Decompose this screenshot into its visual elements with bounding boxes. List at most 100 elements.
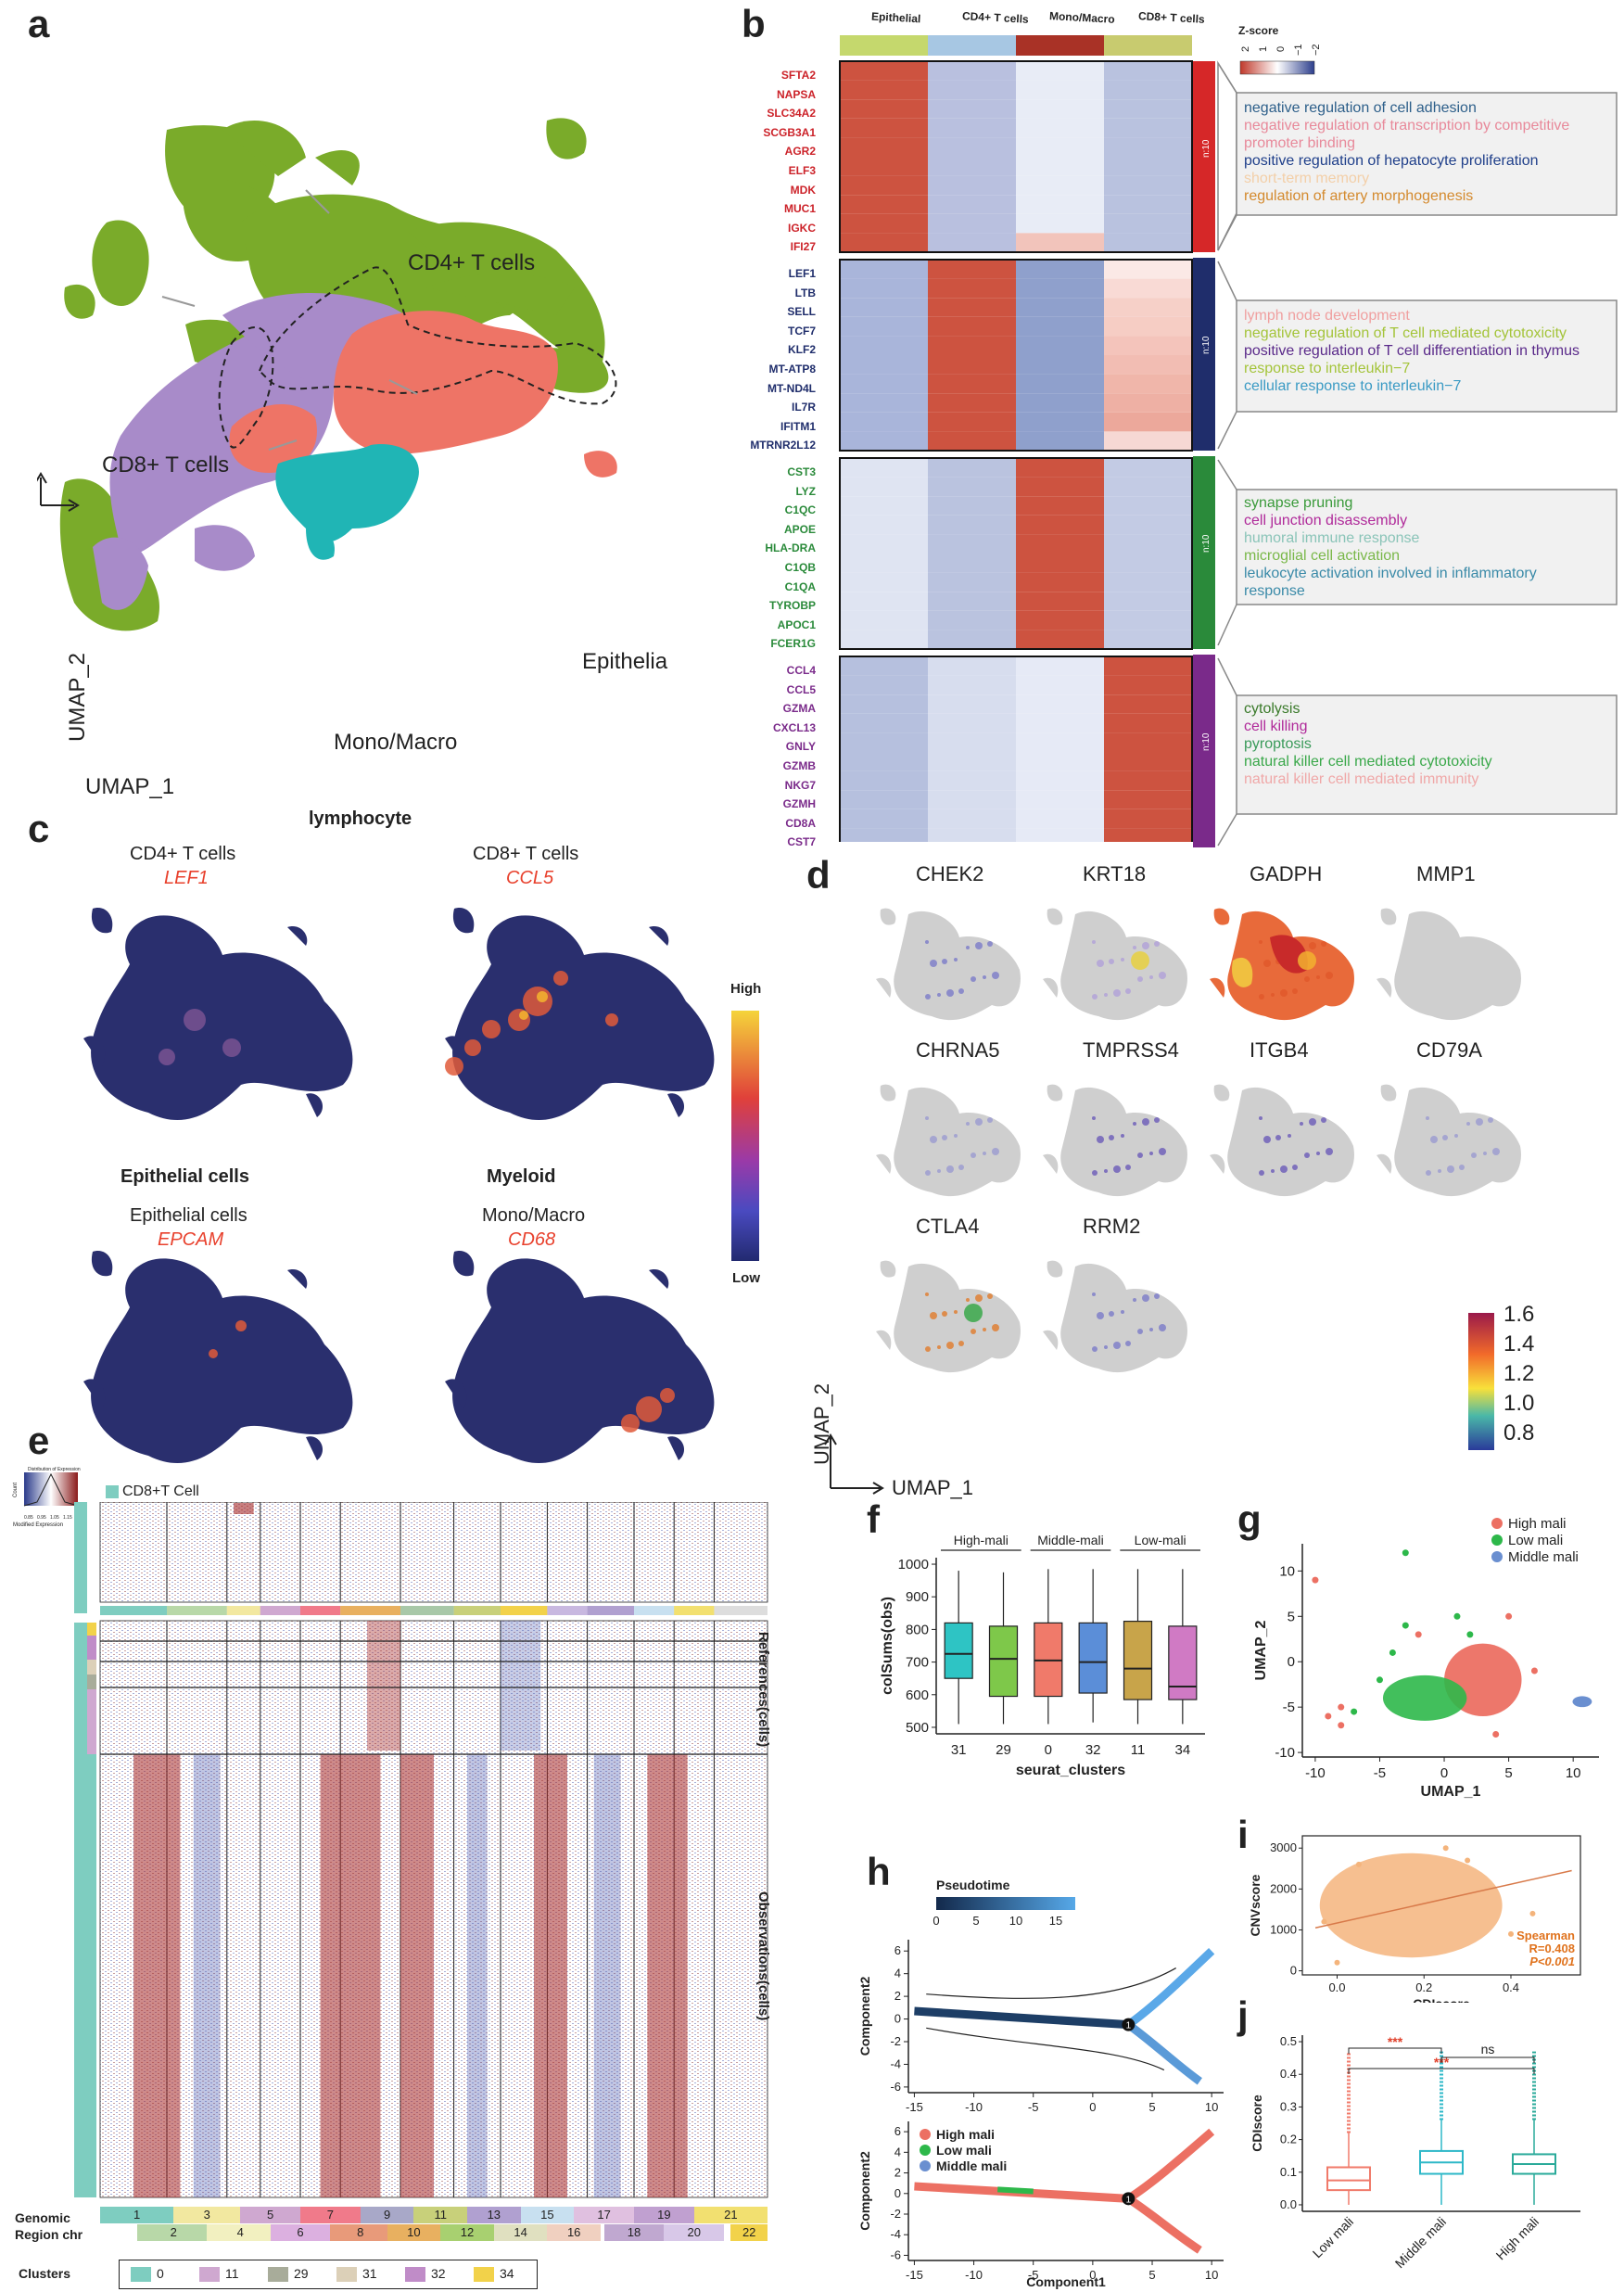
chr-top-cell: 1 — [100, 2207, 174, 2223]
expression-dot — [946, 1165, 954, 1173]
heatmap-cell — [928, 298, 1016, 317]
heatmap-gene-label: C1QC — [784, 503, 816, 517]
heatmap-cell — [840, 175, 928, 196]
data-point — [1338, 1703, 1345, 1711]
heatmap-gene-label: KLF2 — [788, 343, 816, 357]
sig-bracket — [1348, 2068, 1535, 2074]
expression-dot — [925, 1292, 929, 1296]
heatmap-cell — [840, 233, 928, 252]
heatmap-gene-label: APOC1 — [777, 618, 816, 631]
heatmap-gene-label: LYZ — [795, 484, 816, 498]
heatmap-cell — [840, 393, 928, 413]
umap-cloud — [876, 977, 892, 998]
y-tick-label: -4 — [890, 2056, 901, 2070]
cluster-swatch — [474, 2267, 494, 2282]
x-tick-label: 34 — [1174, 1742, 1190, 1758]
heatmap-cell — [1104, 355, 1192, 375]
chr-ref-color — [340, 1606, 400, 1615]
expression-dot — [958, 1165, 964, 1170]
expression-dot — [942, 959, 947, 964]
y-axis-label: UMAP_2 — [1253, 1620, 1269, 1680]
x-tick-label: 0 — [1089, 2100, 1096, 2114]
umap-cloud — [1043, 1153, 1059, 1174]
umap-cloud — [1380, 1084, 1397, 1101]
expression-dot — [987, 1293, 993, 1299]
heatmap-cell — [928, 656, 1016, 676]
expression-dot — [1483, 1152, 1487, 1155]
chr-ref-color — [260, 1606, 300, 1615]
heatmap-cell — [1016, 732, 1104, 752]
point-cloud — [1319, 1853, 1503, 1958]
heatmap-gene-label: GZMB — [782, 759, 816, 772]
umap-cloud — [1043, 1330, 1059, 1350]
expression-dot — [1488, 1117, 1493, 1123]
go-term: cell junction disassembly — [1244, 513, 1408, 528]
i-scatter: 0.0 0.2 0.4 3000 2000 1000 0 SpearmanR=0.408P<0… — [1248, 1835, 1581, 2003]
expression-dot — [925, 994, 931, 1000]
heatmap-cell — [1016, 534, 1104, 554]
y-tick-label: 0.5 — [1280, 2034, 1297, 2048]
zscore-legend — [1239, 60, 1315, 75]
chr-ref-color — [501, 1606, 548, 1615]
expression-dot — [1137, 1329, 1143, 1334]
trajectory-low-segment — [997, 2186, 1034, 2195]
heatmap-cell — [840, 572, 928, 592]
heatmap-cell — [928, 213, 1016, 234]
data-point — [1530, 1667, 1538, 1674]
e-key-xlabel: Modified Expression — [13, 1522, 64, 1528]
x-tick-label: 5 — [1504, 1765, 1512, 1781]
x-tick-label: -10 — [965, 2100, 983, 2114]
heatmap-gene-label: MT-ATP8 — [768, 363, 816, 376]
heatmap-cell — [928, 770, 1016, 791]
x-tick-label: 0.2 — [1415, 1980, 1432, 1994]
cluster-swatch — [336, 2267, 357, 2282]
cluster-swatch — [131, 2267, 151, 2282]
heatmap-cell — [1016, 675, 1104, 695]
go-term: cytolysis — [1244, 701, 1300, 717]
expression-dot — [971, 1329, 976, 1334]
heatmap-cell — [1016, 630, 1104, 649]
legend-marker — [1491, 1551, 1503, 1562]
y-tick-label: -6 — [890, 2247, 901, 2261]
heatmap-cell — [1016, 355, 1104, 375]
heatmap-gene-label: SCGB3A1 — [763, 125, 816, 139]
y-tick-label: 0 — [894, 2012, 901, 2026]
heatmap-cell — [1104, 713, 1192, 733]
observations-label: Observations(cells) — [755, 1891, 771, 2021]
heatmap-cell — [840, 809, 928, 829]
heatmap-cell — [1104, 828, 1192, 842]
branch-point — [1122, 2192, 1136, 2206]
cluster-label: 31 — [362, 2266, 377, 2281]
trajectory-branch-up — [1125, 2128, 1215, 2203]
expression-dot — [1271, 993, 1275, 997]
j-boxplot: 0.0 0.1 0.2 0.3 0.4 0.5 Low mali Middle mali Hig… — [1250, 2034, 1580, 2271]
umap-cloud — [1047, 1260, 1063, 1278]
heatmap-cell — [840, 260, 928, 279]
heatmap-cell — [928, 233, 1016, 252]
expression-dot — [1426, 1170, 1431, 1176]
chr-bottom-cell: 6 — [270, 2224, 331, 2241]
expression-dot — [1263, 960, 1271, 967]
plot-frame — [1301, 1835, 1581, 1976]
y-tick-label: 1000 — [1270, 1922, 1297, 1936]
genomic-label: Genomic — [15, 2210, 70, 2225]
chr-bottom-cell: 8 — [330, 2224, 391, 2241]
d-gene-title: CD79A — [1416, 1038, 1482, 1062]
y-tick-label: 6 — [894, 2124, 901, 2138]
umap-cloud — [1394, 910, 1521, 1021]
sig-label: ns — [1481, 2042, 1495, 2056]
expression-region — [1232, 957, 1253, 987]
plot-c2-gene: CCL5 — [506, 868, 554, 888]
chr-top-cell: 13 — [467, 2207, 521, 2223]
expression-dot — [1466, 1122, 1470, 1126]
go-term: lymph node development — [1244, 308, 1410, 324]
expression-dot — [975, 1294, 983, 1302]
expression-dot — [1133, 1298, 1136, 1302]
go-term: synapse pruning — [1244, 495, 1353, 511]
d-gene-title: CTLA4 — [916, 1215, 980, 1238]
expression-dot — [1476, 1118, 1483, 1126]
heatmap-gene-label: CD8A — [785, 816, 816, 830]
heatmap-cell — [1016, 496, 1104, 516]
expression-dot — [937, 1169, 941, 1173]
